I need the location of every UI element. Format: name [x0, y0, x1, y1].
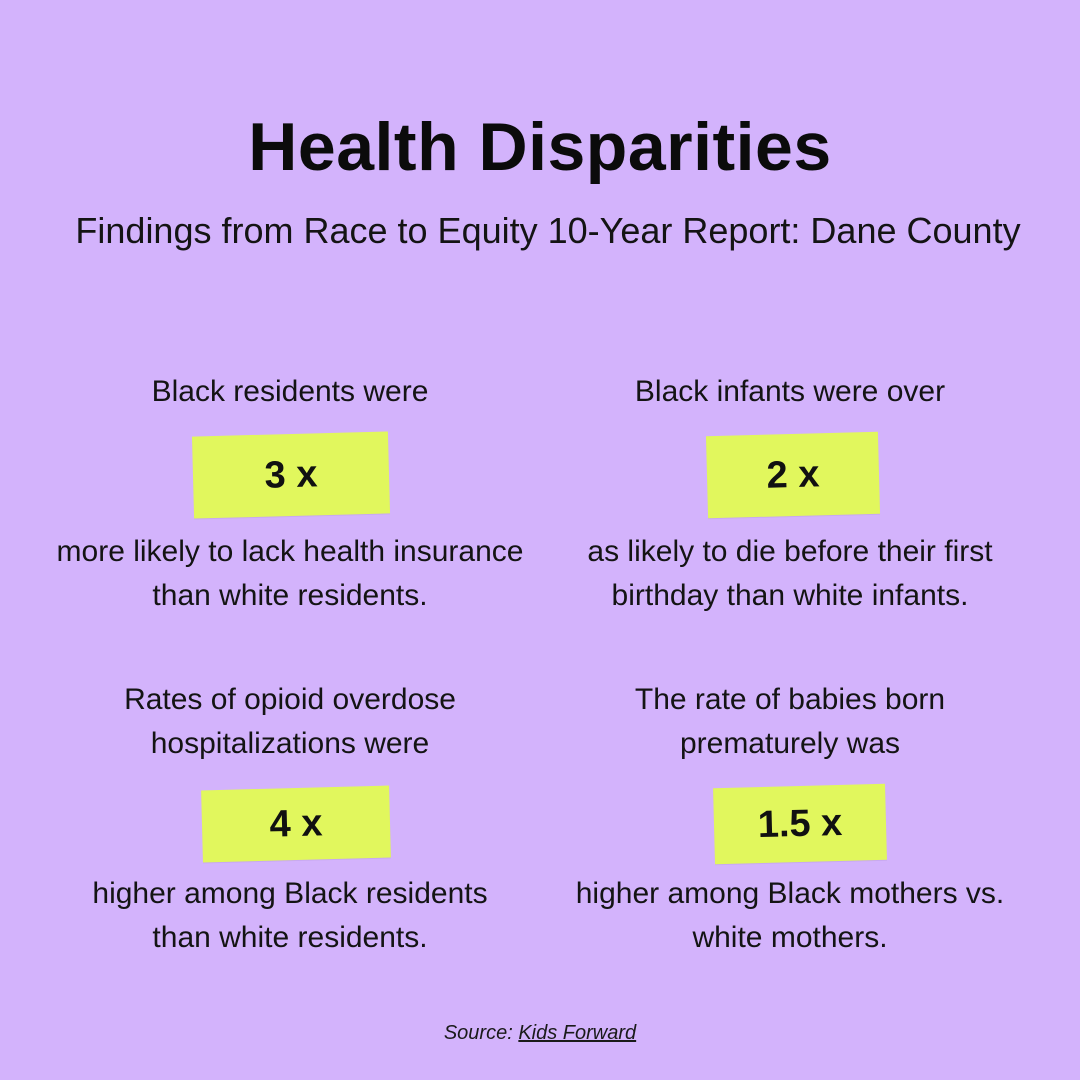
stat-card-infant-mortality: Black infants were over 2 x as likely to… [530, 370, 1050, 630]
stat-description: higher among Black mothers vs. white mot… [575, 877, 1005, 954]
stat-description: higher among Black residents than white … [92, 877, 488, 954]
stat-value-badge: 1.5 x [713, 783, 887, 865]
source-link[interactable]: Kids Forward [518, 1022, 637, 1044]
page-title: Health Disparities [248, 109, 832, 185]
stat-card-opioid: Rates of opioid overdose hospitalization… [30, 678, 550, 968]
stat-card-insurance: Black residents were 3 x more likely to … [30, 370, 550, 630]
stat-description: as likely to die before their first birt… [587, 535, 993, 612]
stat-value-badge: 2 x [705, 431, 881, 519]
stat-intro: Rates of opioid overdose hospitalization… [124, 683, 456, 760]
stat-description: more likely to lack health insurance tha… [56, 535, 524, 612]
stat-value-badge: 3 x [191, 431, 391, 519]
source-attribution: Source: Kids Forward [0, 1022, 1080, 1045]
stat-intro: The rate of babies born prematurely was [634, 683, 946, 760]
stat-intro: Black residents were [151, 375, 429, 408]
stat-intro: Black infants were over [634, 375, 946, 408]
page-subtitle: Findings from Race to Equity 10-Year Rep… [75, 210, 1021, 251]
stat-value-badge: 4 x [201, 785, 391, 863]
stat-card-premature-births: The rate of babies born prematurely was … [530, 678, 1050, 968]
source-label: Source: [443, 1022, 513, 1044]
